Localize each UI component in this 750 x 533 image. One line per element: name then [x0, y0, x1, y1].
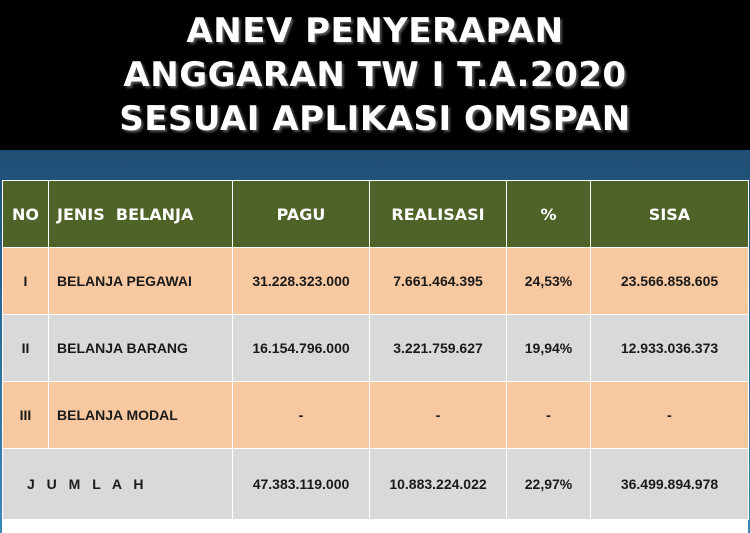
total-realisasi: 10.883.224.022 — [369, 448, 507, 520]
table-header-row: NO JENIS BELANJA PAGU REALISASI % SISA — [2, 180, 749, 248]
row-realisasi: 3.221.759.627 — [369, 314, 507, 382]
row-percent: 19,94% — [506, 314, 591, 382]
table-row: I BELANJA PEGAWAI 31.228.323.000 7.661.4… — [2, 247, 749, 315]
row-no: III — [2, 381, 49, 449]
row-jenis: BELANJA PEGAWAI — [48, 247, 233, 315]
row-percent: - — [506, 381, 591, 449]
total-label: J U M L A H — [2, 448, 233, 520]
row-jenis: BELANJA MODAL — [48, 381, 233, 449]
row-jenis: BELANJA BARANG — [48, 314, 233, 382]
title-line-3: SESUAI APLIKASI OMSPAN — [119, 99, 631, 139]
row-pagu: 16.154.796.000 — [232, 314, 370, 382]
budget-table-container: NO JENIS BELANJA PAGU REALISASI % SISA I… — [2, 180, 749, 533]
row-pagu: 31.228.323.000 — [232, 247, 370, 315]
row-no: II — [2, 314, 49, 382]
table-row: II BELANJA BARANG 16.154.796.000 3.221.7… — [2, 314, 749, 382]
row-no: I — [2, 247, 49, 315]
header-sisa: SISA — [590, 180, 749, 248]
row-sisa: 23.566.858.605 — [590, 247, 749, 315]
header-pagu: PAGU — [232, 180, 370, 248]
row-percent: 24,53% — [506, 247, 591, 315]
header-percent: % — [506, 180, 591, 248]
header-realisasi: REALISASI — [369, 180, 507, 248]
header-no: NO — [2, 180, 49, 248]
title-banner: ANEV PENYERAPAN ANGGARAN TW I T.A.2020 S… — [0, 0, 750, 150]
total-pagu: 47.383.119.000 — [232, 448, 370, 520]
total-sisa: 36.499.894.978 — [590, 448, 749, 520]
title-line-1: ANEV PENYERAPAN — [186, 11, 564, 51]
header-jenis-belanja: JENIS BELANJA — [48, 180, 233, 248]
table-total-row: J U M L A H 47.383.119.000 10.883.224.02… — [2, 448, 749, 520]
table-row: III BELANJA MODAL - - - - — [2, 381, 749, 449]
row-sisa: - — [590, 381, 749, 449]
budget-table: NO JENIS BELANJA PAGU REALISASI % SISA I… — [2, 180, 749, 520]
row-realisasi: - — [369, 381, 507, 449]
row-sisa: 12.933.036.373 — [590, 314, 749, 382]
title-line-2: ANGGARAN TW I T.A.2020 — [123, 55, 627, 95]
row-pagu: - — [232, 381, 370, 449]
row-realisasi: 7.661.464.395 — [369, 247, 507, 315]
total-percent: 22,97% — [506, 448, 591, 520]
